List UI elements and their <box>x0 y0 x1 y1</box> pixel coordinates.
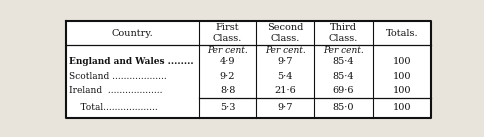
Text: Third
Class.: Third Class. <box>328 23 357 43</box>
Text: 9·7: 9·7 <box>277 103 292 112</box>
Text: 85·4: 85·4 <box>332 57 353 66</box>
Text: First
Class.: First Class. <box>212 23 242 43</box>
Text: 5·3: 5·3 <box>219 103 235 112</box>
Text: Totals.: Totals. <box>385 28 417 38</box>
Text: 5·4: 5·4 <box>277 72 292 81</box>
Text: Per cent.: Per cent. <box>207 45 247 55</box>
Text: Second
Class.: Second Class. <box>266 23 302 43</box>
Text: Ireland  ...................: Ireland ................... <box>69 86 163 95</box>
Text: 9·7: 9·7 <box>277 57 292 66</box>
Text: 85·0: 85·0 <box>332 103 353 112</box>
Text: Scotland ...................: Scotland ................... <box>69 72 166 81</box>
Text: 21·6: 21·6 <box>273 86 295 95</box>
Text: Per cent.: Per cent. <box>322 45 363 55</box>
Text: Country.: Country. <box>112 28 153 38</box>
Text: 4·9: 4·9 <box>219 57 235 66</box>
Text: 100: 100 <box>392 57 410 66</box>
Text: 100: 100 <box>392 103 410 112</box>
Text: 69·6: 69·6 <box>332 86 353 95</box>
Text: 100: 100 <box>392 86 410 95</box>
Text: England and Wales ........: England and Wales ........ <box>69 57 194 66</box>
Text: Total...................: Total................... <box>69 103 158 112</box>
Text: Per cent.: Per cent. <box>264 45 305 55</box>
Text: 9·2: 9·2 <box>219 72 235 81</box>
Text: 85·4: 85·4 <box>332 72 353 81</box>
Text: 8·8: 8·8 <box>219 86 235 95</box>
Text: 100: 100 <box>392 72 410 81</box>
